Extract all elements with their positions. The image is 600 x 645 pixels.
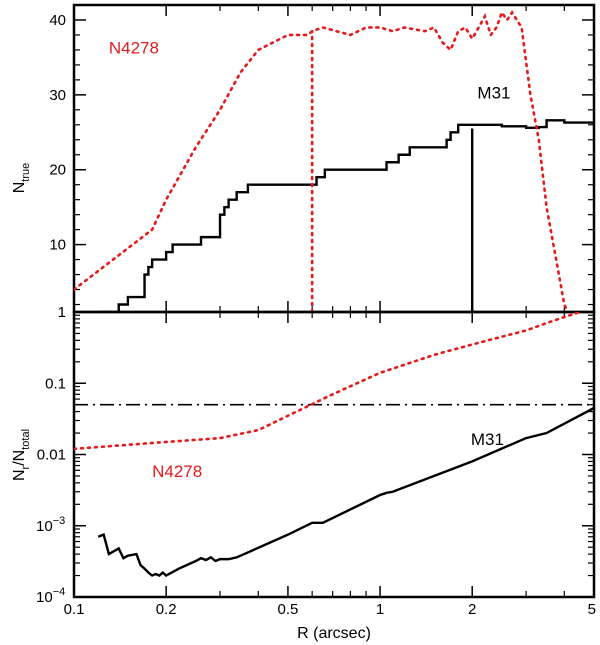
annotation-m31: M31 — [477, 84, 510, 103]
series-line-m31 — [98, 119, 594, 312]
bottom-ytick-labels: 0.01 0.1 1 10−3 10−4 — [36, 304, 66, 606]
y-tick-label: 1 — [58, 304, 66, 321]
x-tick-label: 0.2 — [156, 601, 177, 618]
series-line-n4278 — [74, 9, 570, 312]
x-tick-labels: 0.1 0.2 0.5 1 2 5 — [64, 601, 596, 618]
annotation-n4278: N4278 — [109, 39, 159, 58]
y-tick-label: 10 — [49, 237, 66, 254]
series-line-n4278 — [74, 312, 582, 451]
annotation-m31: M31 — [471, 430, 504, 449]
series-line-m31 — [97, 406, 594, 578]
x-axis-label: R (arcsec) — [297, 625, 371, 642]
bottom-y-axis-label: Nr/Ntotal — [11, 429, 32, 481]
top-ytick-labels: 10 20 30 40 — [49, 12, 66, 254]
x-tick-label: 5 — [588, 601, 596, 618]
y-tick-label: 10−3 — [36, 515, 65, 535]
y-tick-label: 30 — [49, 87, 66, 104]
bottom-plot-frame — [72, 310, 596, 599]
annotation-n4278: N4278 — [152, 462, 202, 481]
y-tick-label: 40 — [49, 12, 66, 29]
top-panel: 10 20 30 40 Ntrue M31 N4278 — [11, 3, 596, 314]
bottom-plot-area — [74, 312, 594, 578]
x-tick-label: 0.5 — [278, 601, 299, 618]
top-plot-area — [74, 9, 594, 312]
top-ticks — [73, 4, 595, 312]
y-tick-label: 0.01 — [37, 447, 66, 464]
x-tick-label: 2 — [468, 601, 476, 618]
bottom-ticks — [73, 312, 595, 598]
y-tick-label: 10−4 — [36, 586, 65, 606]
top-y-axis-label: Ntrue — [11, 163, 32, 194]
y-tick-label: 20 — [49, 162, 66, 179]
x-tick-label: 0.1 — [64, 601, 85, 618]
y-tick-label: 0.1 — [45, 375, 66, 392]
x-tick-label: 1 — [376, 601, 384, 618]
